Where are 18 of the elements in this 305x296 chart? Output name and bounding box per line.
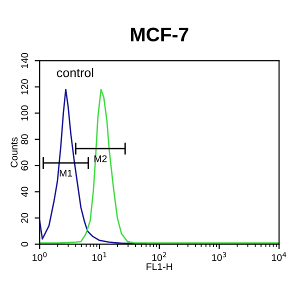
y-tick-label: 20 — [21, 212, 28, 223]
x-tick-label: 10$^{4}$ — [272, 252, 286, 261]
y-tick-label: 80 — [21, 134, 28, 144]
chart-title: MCF-7 — [130, 28, 188, 42]
x-tick-label: 10$^{2}$ — [152, 252, 166, 261]
y-tick-label: 140 — [21, 52, 28, 68]
x-tick-label: 10$^{0}$ — [32, 252, 47, 261]
y-tick-label: 0 — [21, 242, 28, 247]
y-tick-label: 120 — [21, 79, 28, 94]
y-axis-title: Counts — [10, 137, 18, 168]
x-axis-title: FL1-H — [146, 263, 172, 270]
y-tick-label: 40 — [21, 186, 28, 197]
series-label: M1 — [60, 170, 72, 177]
x-tick-label: 10$^{1}$ — [92, 252, 106, 261]
annotation: control — [56, 68, 94, 78]
x-tick-label: 10$^{3}$ — [212, 252, 226, 261]
y-tick-label: 60 — [21, 160, 28, 170]
y-tick-label: 100 — [21, 105, 28, 120]
